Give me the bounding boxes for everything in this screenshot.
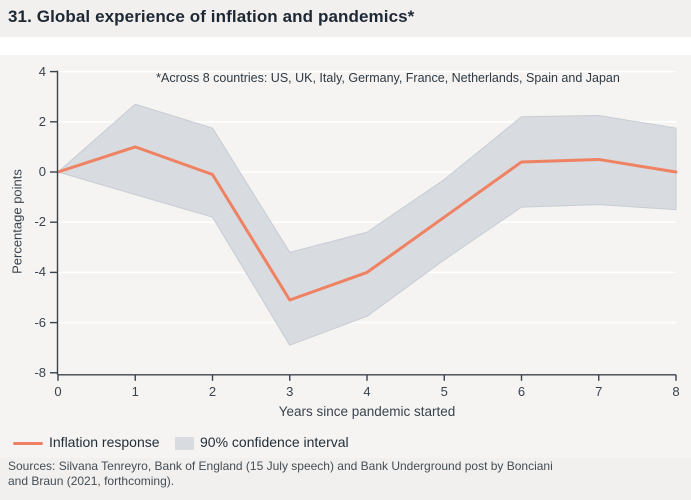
y-tick-label: -4 <box>34 264 46 280</box>
legend-band-label: 90% confidence interval <box>200 434 349 450</box>
page-title: 31. Global experience of inflation and p… <box>8 7 415 26</box>
title-strip <box>0 0 691 37</box>
legend-line-label: Inflation response <box>49 434 160 450</box>
x-tick-label: 0 <box>54 383 62 399</box>
x-tick-label: 5 <box>440 383 448 399</box>
x-tick-label: 7 <box>595 383 603 399</box>
y-tick-label: 2 <box>38 113 46 129</box>
y-tick-label: -2 <box>34 214 46 230</box>
x-axis-title: Years since pandemic started <box>278 404 456 419</box>
x-tick-label: 4 <box>363 383 371 399</box>
confidence-band-swatch <box>175 437 194 450</box>
y-tick-label: -6 <box>34 314 46 330</box>
y-tick-label: 4 <box>38 63 46 79</box>
footer-strip <box>0 458 691 500</box>
inflation-line-swatch <box>13 442 43 445</box>
y-tick-label: 0 <box>38 164 46 179</box>
y-tick-label: -8 <box>34 364 46 380</box>
legend: Inflation response 90% confidence interv… <box>0 432 691 456</box>
x-tick-label: 3 <box>286 383 294 399</box>
sources-note: Sources: Silvana Tenreyro, Bank of Engla… <box>8 459 668 489</box>
chart-annotation: *Across 8 countries: US, UK, Italy, Germ… <box>156 71 620 85</box>
x-tick-label: 2 <box>208 383 217 399</box>
sources-line-2: and Braun (2021, forthcoming). <box>8 474 175 488</box>
x-tick-label: 1 <box>131 383 139 399</box>
sources-line-1: Sources: Silvana Tenreyro, Bank of Engla… <box>8 459 553 473</box>
confidence-band <box>57 103 677 346</box>
x-tick-label: 6 <box>517 383 526 399</box>
x-tick-label: 8 <box>672 383 680 399</box>
inflation-response-line <box>56 145 678 302</box>
